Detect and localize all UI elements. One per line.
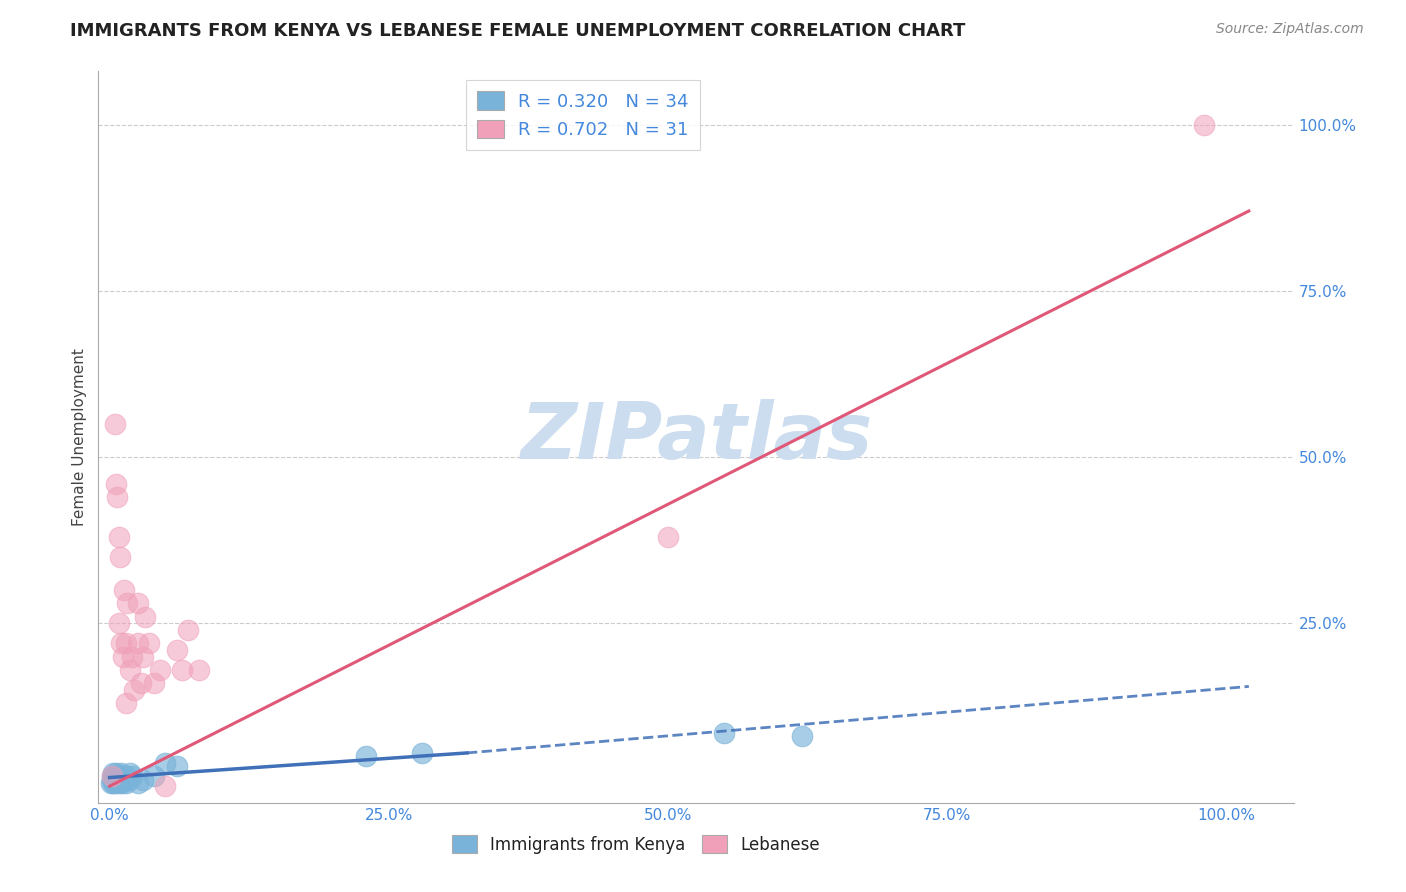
Point [187,663,209,677]
Point [155,779,177,793]
Text: Source: ZipAtlas.com: Source: ZipAtlas.com [1216,22,1364,37]
Point [134,609,156,624]
Point [104,417,127,431]
Point [103,772,125,787]
Point [101,765,124,780]
Point [155,756,177,770]
Point [110,765,132,780]
Point [112,582,135,597]
Point [115,636,138,650]
Point [115,696,138,710]
Point [121,649,143,664]
Point [101,769,124,783]
Point [105,476,128,491]
Point [107,769,129,783]
Point [117,772,139,787]
Point [111,649,134,664]
Point [110,769,132,783]
Point [110,636,132,650]
Point [143,769,166,783]
Point [122,682,145,697]
Point [132,649,155,664]
Point [149,663,172,677]
Point [107,769,129,783]
Point [790,729,813,743]
Point [105,765,128,780]
Point [117,596,139,610]
Point [127,596,149,610]
Point [107,490,129,504]
Point [166,643,188,657]
Point [104,776,127,790]
Text: ZIPatlas: ZIPatlas [520,399,872,475]
Point [108,772,131,787]
Point [177,623,200,637]
Point [111,776,134,790]
Point [121,769,143,783]
Point [101,769,124,783]
Point [356,749,378,764]
Point [105,772,128,787]
Point [166,759,188,773]
Point [1192,118,1215,132]
Point [111,769,134,783]
Point [115,769,138,783]
Point [127,776,149,790]
Point [143,676,166,690]
Point [118,765,141,780]
Point [129,676,152,690]
Point [657,530,679,544]
Point [108,549,131,564]
Point [107,616,129,631]
Point [138,636,160,650]
Legend: Immigrants from Kenya, Lebanese: Immigrants from Kenya, Lebanese [446,829,827,860]
Point [132,772,155,787]
Y-axis label: Female Unemployment: Female Unemployment [72,348,87,526]
Point [127,636,149,650]
Point [101,772,124,787]
Point [713,726,735,740]
Point [107,530,129,544]
Point [118,663,141,677]
Point [101,776,124,790]
Point [100,776,122,790]
Point [107,776,129,790]
Point [104,769,127,783]
Point [103,769,125,783]
Point [112,772,135,787]
Point [115,776,138,790]
Point [411,746,433,760]
Point [172,663,194,677]
Text: IMMIGRANTS FROM KENYA VS LEBANESE FEMALE UNEMPLOYMENT CORRELATION CHART: IMMIGRANTS FROM KENYA VS LEBANESE FEMALE… [70,22,966,40]
